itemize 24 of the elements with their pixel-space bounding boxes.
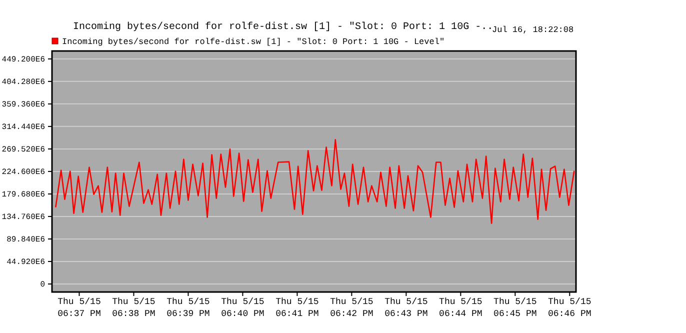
y-tick-label: 314.440E6	[2, 122, 46, 132]
chart-title: Incoming bytes/second for rolfe-dist.sw [1] - "Slot: 0 Port: 1 10G -..	[73, 21, 494, 33]
x-tick-label: Thu 5/15 06:41 PM	[276, 297, 319, 319]
y-tick-label: 134.760E6	[2, 213, 46, 222]
x-tick-label: Thu 5/15 06:37 PM	[58, 297, 101, 319]
text: Jul 16, 18:22:08	[492, 25, 574, 35]
y-tick-label: 269.520E6	[2, 146, 46, 155]
x-tick-label: Thu 5/15 06:38 PM	[112, 297, 156, 319]
x-tick-label: Thu 5/15 06:43 PM	[384, 297, 428, 319]
y-tick-label: 0	[40, 280, 46, 290]
x-tick-label: Thu 5/15 06:39 PM	[166, 297, 210, 319]
y-tick-label: 359.360E6	[2, 100, 46, 110]
y-tick-label: 449.200E6	[2, 55, 46, 64]
x-tick-label: Thu 5/15 06:44 PM	[439, 297, 482, 319]
y-tick-label: 44.920E6	[6, 258, 46, 268]
y-tick-label: 404.280E6	[2, 78, 46, 87]
y-tick-label: 224.600E6	[2, 168, 46, 178]
y-tick-label: 89.840E6	[6, 236, 46, 245]
x-tick-label: Thu 5/15 06:40 PM	[221, 297, 264, 319]
y-tick-label: 179.680E6	[2, 190, 46, 200]
x-tick-label: Thu 5/15 06:46 PM	[548, 297, 592, 319]
legend-label: Incoming bytes/second for rolfe-dist.sw [1] - "Slot: 0 Port: 1 10G - Level"	[62, 37, 445, 47]
x-tick-label: Thu 5/15 06:45 PM	[494, 297, 537, 319]
x-tick-label: Thu 5/15 06:42 PM	[330, 297, 374, 319]
